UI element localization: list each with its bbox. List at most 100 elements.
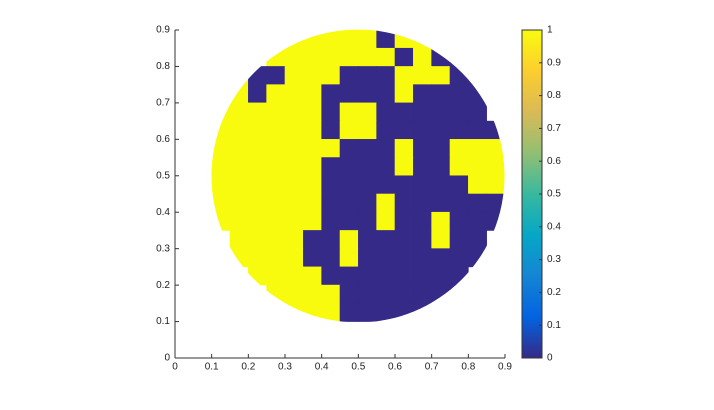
cell — [284, 211, 304, 231]
cell — [376, 66, 396, 85]
cell — [266, 66, 286, 85]
cell — [413, 102, 432, 122]
cell — [449, 102, 469, 122]
cell — [394, 248, 414, 268]
cell — [449, 175, 469, 195]
cell — [321, 120, 341, 140]
cell — [266, 266, 286, 286]
cell — [486, 157, 505, 177]
colorbar-tick-label: 0.1 — [547, 320, 561, 331]
cell — [358, 284, 377, 304]
cell — [431, 120, 451, 140]
x-tick-label: 0 — [172, 362, 178, 373]
cell — [321, 157, 341, 177]
cell — [248, 193, 267, 213]
cell — [431, 248, 451, 268]
x-tick-label: 0.9 — [498, 362, 512, 373]
cell — [431, 230, 451, 249]
cell — [229, 175, 249, 195]
colorbar-tick-label: 0.3 — [547, 254, 561, 265]
colorbar-tick-label: 0.2 — [547, 287, 561, 298]
cell — [431, 66, 451, 85]
cell — [486, 175, 505, 195]
cell — [339, 139, 359, 158]
cell — [413, 66, 432, 85]
cell — [431, 193, 451, 213]
cell — [229, 193, 249, 213]
cell — [211, 139, 231, 158]
cell — [303, 139, 322, 158]
cell — [284, 230, 304, 249]
cell — [248, 248, 267, 268]
x-tick-label: 0.5 — [351, 362, 365, 373]
cell — [486, 193, 505, 213]
cell — [339, 266, 359, 286]
colorbar-tick-label: 1 — [547, 25, 553, 36]
cell — [413, 248, 432, 268]
cell — [376, 266, 396, 286]
cell — [413, 193, 432, 213]
cell — [266, 120, 286, 140]
cell — [486, 139, 505, 158]
cell — [468, 102, 487, 122]
cell — [358, 47, 377, 67]
cell — [284, 157, 304, 177]
colorbar-tick-label: 0.8 — [547, 90, 561, 101]
cell — [376, 248, 396, 268]
cell — [248, 157, 267, 177]
cell — [339, 66, 359, 85]
cell — [449, 211, 469, 231]
cell — [284, 266, 304, 286]
colorbar-tick-label: 0 — [547, 353, 553, 364]
y-tick-label: 0.7 — [156, 98, 170, 109]
cell — [358, 175, 377, 195]
cell — [394, 84, 414, 104]
cell — [339, 230, 359, 249]
x-tick-label: 0.8 — [461, 362, 475, 373]
colorbar-tick-label: 0.5 — [547, 189, 561, 200]
cell — [376, 193, 396, 213]
cell — [321, 211, 341, 231]
cell — [229, 102, 249, 122]
y-tick-label: 0.4 — [156, 207, 170, 218]
cell — [303, 120, 322, 140]
cell — [413, 157, 432, 177]
cell — [431, 266, 451, 286]
cell — [339, 284, 359, 304]
cell — [303, 266, 322, 286]
cell — [394, 230, 414, 249]
cell — [394, 120, 414, 140]
cell — [449, 248, 469, 268]
cell — [449, 84, 469, 104]
cell — [303, 193, 322, 213]
cell — [413, 284, 432, 304]
cell — [339, 303, 359, 322]
cell — [266, 175, 286, 195]
cell — [248, 84, 267, 104]
cell — [376, 284, 396, 304]
cell — [248, 102, 267, 122]
y-tick-label: 0.1 — [156, 316, 170, 327]
x-tick-label: 0.4 — [315, 362, 329, 373]
cell — [358, 102, 377, 122]
cell — [284, 193, 304, 213]
cell — [321, 248, 341, 268]
cell — [358, 248, 377, 268]
cell — [394, 175, 414, 195]
cell — [229, 157, 249, 177]
y-tick-label: 0.9 — [156, 25, 170, 36]
cell — [339, 248, 359, 268]
field — [211, 29, 505, 322]
cell — [394, 284, 414, 304]
y-tick-label: 0.2 — [156, 280, 170, 291]
cell — [303, 66, 322, 85]
cell — [413, 120, 432, 140]
cell — [248, 175, 267, 195]
cell — [358, 84, 377, 104]
cell — [339, 47, 359, 67]
y-tick-label: 0.5 — [156, 170, 170, 181]
cell — [321, 284, 341, 304]
cell — [376, 157, 396, 177]
cell — [394, 211, 414, 231]
